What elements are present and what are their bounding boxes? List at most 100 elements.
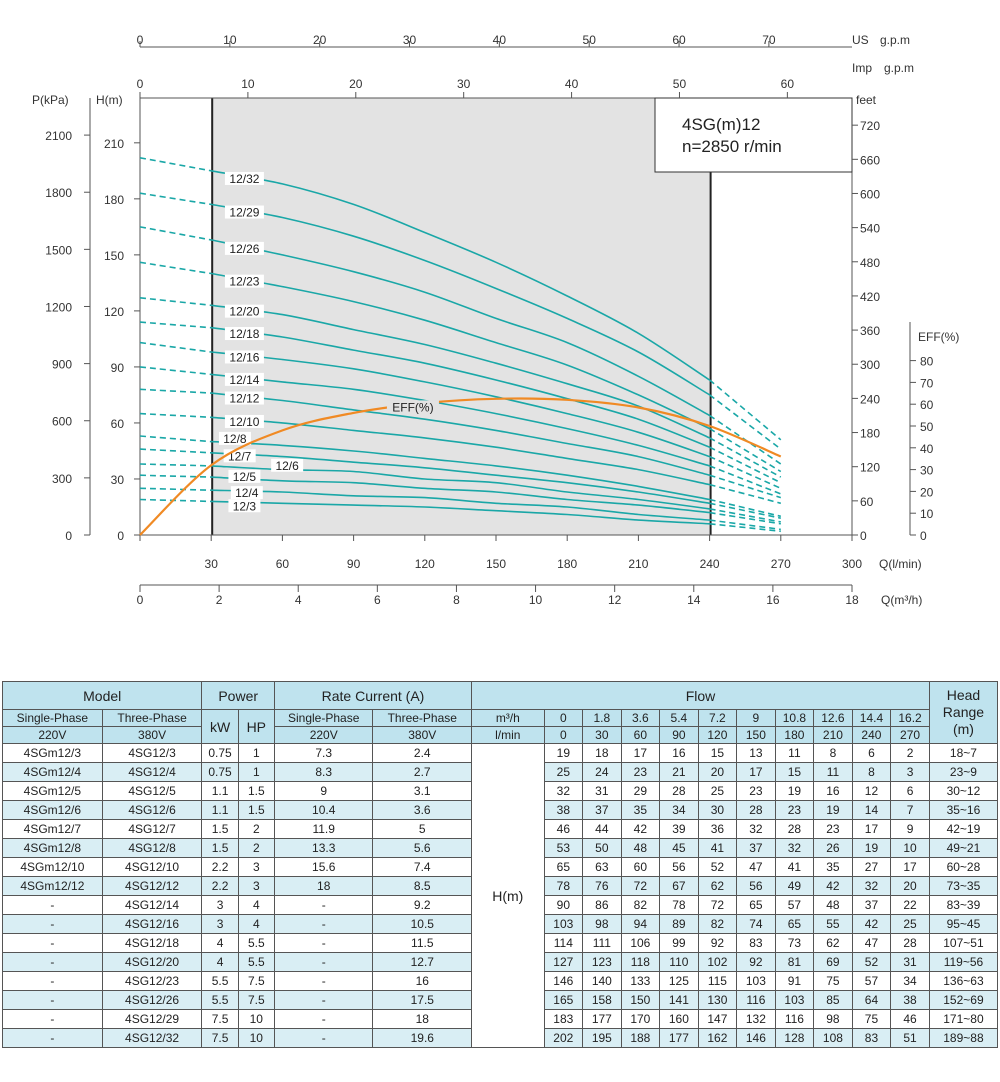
head-range-cell: 23~9 [928, 762, 999, 782]
curve-12-29 [211, 203, 711, 396]
us-gpm-tick-label: 70 [762, 33, 776, 47]
single-phase-model-cell: 4SGm12/3 [2, 743, 103, 763]
head-cell: 7 [890, 800, 930, 820]
series-label-bg [228, 499, 261, 513]
head-cell: 11 [813, 762, 853, 782]
three-phase-model-cell: 4SG12/32 [101, 1028, 203, 1048]
kw-cell: 1.5 [201, 838, 239, 858]
table-row: 4SGm12/6 4SG12/6 1.1 1.5 10.4 3.6 38 37 35 34 30 28… [2, 800, 999, 820]
kpa-tick-label: 2100 [45, 129, 72, 143]
series-label-bg [224, 304, 264, 318]
q-tick-label: 120 [415, 557, 435, 571]
current-single-cell: - [273, 933, 374, 953]
head-cell: 38 [543, 800, 584, 820]
table-row: -4SG12/14 3 4-9.2 90 86 82 78 72 65 57 48 37 22 83~39 [2, 895, 999, 915]
current-three-cell: 5.6 [372, 838, 473, 858]
kw-cell: 2.2 [201, 876, 239, 896]
kw-cell: 3 [201, 914, 239, 934]
head-cell: 51 [890, 1028, 930, 1048]
single-phase-model-cell: 4SGm12/12 [2, 876, 103, 896]
head-cell: 62 [813, 933, 853, 953]
head-cell: 73 [774, 933, 815, 953]
eff-tick-label: 60 [920, 398, 934, 412]
head-cell: 48 [813, 895, 853, 915]
head-cell: 19 [851, 838, 892, 858]
kw-cell: 5.5 [201, 971, 239, 991]
current-three-cell: 17.5 [372, 990, 473, 1010]
current-three-cell: 12.7 [372, 952, 473, 972]
feet-tick-label: 0 [860, 529, 867, 543]
kpa-tick-label: 0 [65, 529, 72, 543]
current-three-cell: 9.2 [372, 895, 473, 915]
flow-lmin-cell: 210 [813, 726, 853, 744]
head-cell: 6 [851, 743, 892, 763]
m3h-tick-label: 8 [453, 593, 460, 607]
current-three-cell: 3.1 [372, 781, 473, 801]
hp-cell: 4 [237, 914, 275, 934]
current-header: Rate Current (A) [273, 681, 473, 710]
curve-12-8-dashed-end [709, 498, 781, 518]
current-380-header: 380V [372, 726, 473, 744]
head-cell: 10 [890, 838, 930, 858]
curve-12-16-dashed-start [139, 341, 212, 353]
head-cell: 6 [890, 781, 930, 801]
m3h-tick-label: 10 [529, 593, 543, 607]
head-cell: 17 [890, 857, 930, 877]
efficiency-label-bg [386, 400, 439, 414]
head-cell: 195 [582, 1028, 622, 1048]
flow-lmin-cell: 180 [774, 726, 815, 744]
us-gpm-tick-label: 10 [223, 33, 237, 47]
single-phase-model-cell: - [2, 933, 103, 953]
kw-cell: 4 [201, 933, 239, 953]
current-three-cell: 10.5 [372, 914, 473, 934]
series-label: 12/10 [229, 415, 259, 429]
current-three-cell: 19.6 [372, 1028, 473, 1048]
head-cell: 85 [813, 990, 853, 1010]
three-phase-model-cell: 4SG12/12 [101, 876, 203, 896]
head-cell: 38 [890, 990, 930, 1010]
single-phase-model-cell: 4SGm12/10 [2, 857, 103, 877]
head-cell: 28 [774, 819, 815, 839]
head-cell: 103 [774, 990, 815, 1010]
kw-cell: 7.5 [201, 1009, 239, 1029]
single-phase-model-cell: 4SGm12/8 [2, 838, 103, 858]
head-cell: 98 [582, 914, 622, 934]
flow-header: Flow [471, 681, 930, 710]
head-range-cell: 83~39 [928, 895, 999, 915]
head-cell: 94 [620, 914, 661, 934]
head-cell: 92 [697, 933, 738, 953]
head-cell: 28 [736, 800, 776, 820]
performance-chart: 4SG(m)12 n=2850 r/min 0 30 60 90 120 150 180 210 H… [32, 33, 959, 607]
head-cell: 123 [582, 952, 622, 972]
head-cell: 83 [736, 933, 776, 953]
head-range-cell: 119~56 [928, 952, 999, 972]
head-cell: 98 [813, 1009, 853, 1029]
head-cell: 82 [697, 914, 738, 934]
head-cell: 32 [851, 876, 892, 896]
head-cell: 24 [582, 762, 622, 782]
head-cell: 23 [813, 819, 853, 839]
three-phase-model-cell: 4SG12/7 [101, 819, 203, 839]
series-label-bg [271, 458, 304, 472]
m3h-tick-label: 0 [137, 593, 144, 607]
hp-cell: 1.5 [237, 781, 275, 801]
head-cell: 110 [659, 952, 699, 972]
table-row: -4SG12/32 7.5 10-19.6 202 195 188 177 162 146 128… [2, 1028, 999, 1048]
q-axis-label: Q(l/min) [879, 557, 922, 571]
head-cell: 37 [582, 800, 622, 820]
hp-cell: 4 [237, 895, 275, 915]
hp-cell: 3 [237, 876, 275, 896]
head-cell: 42 [813, 876, 853, 896]
table-row: -4SG12/16 3 4-10.5 103 98 94 89 82 74 65 55 42 25 95~… [2, 914, 999, 934]
curve-12-7 [211, 452, 710, 505]
head-cell: 25 [543, 762, 584, 782]
head-range-unit: (m) [952, 721, 974, 737]
head-cell: 65 [543, 857, 584, 877]
head-cell: 15 [697, 743, 738, 763]
imp-gpm-tick-label: 10 [241, 77, 255, 91]
curve-12-3-dashed-start [139, 498, 212, 503]
head-cell: 17 [736, 762, 776, 782]
flow-m3h-cell: 16.2 [890, 709, 930, 727]
current-single-cell: 15.6 [273, 857, 374, 877]
q-tick-label: 90 [347, 557, 361, 571]
